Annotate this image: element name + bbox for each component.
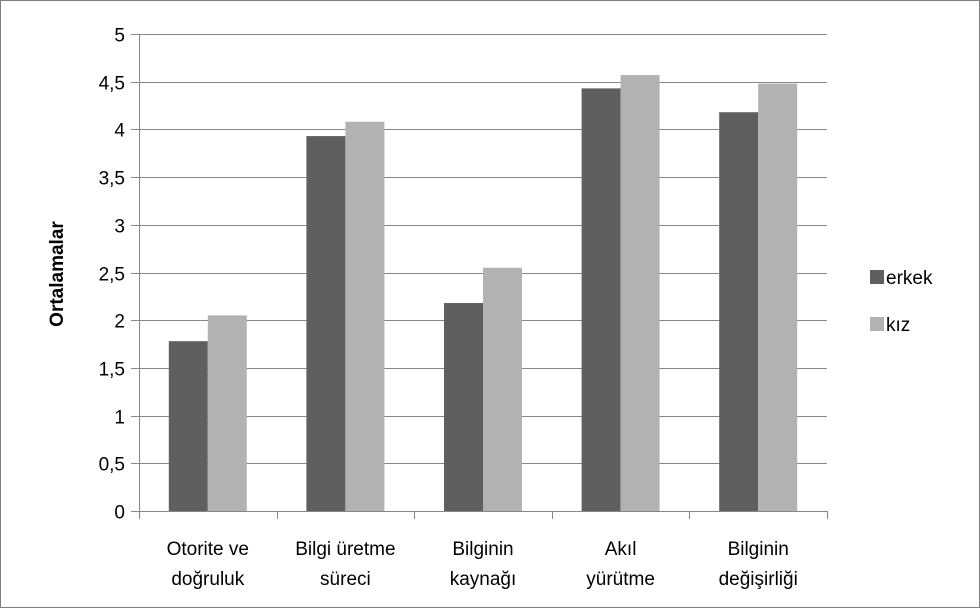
y-tick-label: 0	[114, 503, 125, 524]
y-tick-label: 1,5	[99, 360, 125, 381]
x-category-label: yürütme	[586, 569, 655, 590]
bar-erkek	[168, 341, 208, 511]
bar-kız	[345, 121, 385, 511]
x-category-label: süreci	[320, 569, 371, 590]
x-category-label: Bilginin	[728, 539, 789, 560]
x-category-labels: Otorite ve doğruluk Bilgi üretme süreci Bilg…	[167, 539, 798, 590]
y-tick-label: 4	[114, 121, 125, 142]
y-tick-label: 2	[114, 312, 125, 333]
axes	[131, 34, 828, 519]
legend-swatch-erkek	[870, 270, 884, 284]
y-tick-label: 0,5	[99, 455, 125, 476]
legend-label: kız	[886, 315, 910, 336]
bars	[168, 75, 798, 512]
bar-kız	[620, 75, 660, 511]
y-tick-label: 5	[114, 26, 125, 47]
bar-erkek	[719, 112, 759, 511]
bar-erkek	[581, 88, 621, 512]
bar-erkek	[444, 303, 483, 511]
x-category-label: kaynağı	[450, 569, 517, 590]
y-tick-labels: 0 0,5 1 1,5 2 2,5 3 3,5 4 4,5 5	[99, 26, 126, 524]
y-tick-label: 1	[114, 408, 125, 429]
y-tick-label: 3,5	[99, 169, 125, 190]
y-tick-label: 3	[114, 217, 125, 238]
x-category-label: Otorite ve	[167, 539, 249, 560]
legend-label: erkek	[886, 268, 933, 289]
x-category-label: Bilgi üretme	[295, 539, 395, 560]
bar-kız	[207, 315, 247, 511]
x-category-label: Akıl	[605, 539, 637, 560]
y-axis-label: Ortalamalar	[47, 221, 68, 327]
bar-kız	[483, 267, 522, 511]
legend-swatch-kız	[870, 317, 884, 331]
y-tick-label: 2,5	[99, 265, 125, 286]
x-category-label: Bilginin	[452, 539, 513, 560]
y-tick-label: 4,5	[99, 74, 125, 95]
bar-erkek	[306, 136, 346, 511]
x-category-label: değişirliği	[719, 569, 798, 590]
x-category-label: doğruluk	[171, 569, 244, 590]
bar-kız	[758, 83, 798, 511]
legend: erkek kız	[870, 268, 933, 336]
